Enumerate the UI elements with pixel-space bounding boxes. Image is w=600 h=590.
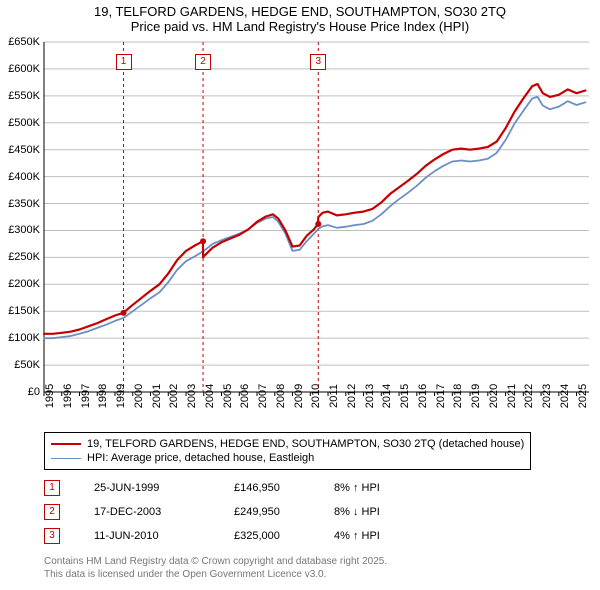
y-tick-label: £100K bbox=[8, 332, 40, 344]
x-tick-label: 2018 bbox=[452, 384, 464, 408]
x-tick-label: 1995 bbox=[44, 384, 56, 408]
x-tick-label: 2017 bbox=[435, 384, 447, 408]
x-tick-label: 1999 bbox=[115, 384, 127, 408]
event-price: £325,000 bbox=[234, 530, 334, 542]
x-tick-label: 1997 bbox=[80, 384, 92, 408]
event-price: £249,950 bbox=[234, 506, 334, 518]
x-tick-label: 2021 bbox=[506, 384, 518, 408]
x-tick-label: 2022 bbox=[523, 384, 535, 408]
y-tick-label: £600K bbox=[8, 63, 40, 75]
event-row: 1 25-JUN-1999£146,9508% ↑ HPI bbox=[44, 476, 454, 500]
y-tick-label: £50K bbox=[14, 359, 40, 371]
y-tick-label: £400K bbox=[8, 171, 40, 183]
x-tick-label: 2008 bbox=[275, 384, 287, 408]
x-tick-label: 2013 bbox=[364, 384, 376, 408]
x-tick-label: 2011 bbox=[328, 384, 340, 408]
event-number-box: 1 bbox=[44, 480, 60, 496]
x-tick-label: 2004 bbox=[204, 384, 216, 408]
x-tick-label: 2014 bbox=[381, 384, 393, 408]
chart-plot-area: £0£50K£100K£150K£200K£250K£300K£350K£400… bbox=[44, 42, 589, 392]
x-tick-label: 2010 bbox=[310, 384, 322, 408]
footer-line-1: Contains HM Land Registry data © Crown c… bbox=[44, 556, 387, 569]
x-tick-label: 2005 bbox=[222, 384, 234, 408]
x-tick-label: 2015 bbox=[399, 384, 411, 408]
x-tick-label: 2002 bbox=[168, 384, 180, 408]
x-tick-label: 2001 bbox=[151, 384, 163, 408]
event-marker-box: 3 bbox=[310, 54, 326, 70]
footer-line-2: This data is licensed under the Open Gov… bbox=[44, 569, 387, 582]
title-line-1: 19, TELFORD GARDENS, HEDGE END, SOUTHAMP… bbox=[0, 4, 600, 19]
event-marker-box: 2 bbox=[195, 54, 211, 70]
y-tick-label: £0 bbox=[28, 386, 40, 398]
y-tick-label: £300K bbox=[8, 224, 40, 236]
event-delta: 4% ↑ HPI bbox=[334, 530, 454, 542]
legend-label: HPI: Average price, detached house, East… bbox=[87, 452, 314, 464]
y-tick-label: £650K bbox=[8, 36, 40, 48]
x-tick-label: 2019 bbox=[470, 384, 482, 408]
legend-row: HPI: Average price, detached house, East… bbox=[51, 451, 524, 465]
x-tick-label: 1996 bbox=[62, 384, 74, 408]
y-tick-label: £350K bbox=[8, 198, 40, 210]
title-block: 19, TELFORD GARDENS, HEDGE END, SOUTHAMP… bbox=[0, 4, 600, 34]
x-tick-label: 2024 bbox=[559, 384, 571, 408]
legend-swatch bbox=[51, 458, 81, 459]
y-tick-label: £500K bbox=[8, 117, 40, 129]
x-tick-label: 2009 bbox=[293, 384, 305, 408]
event-price: £146,950 bbox=[234, 482, 334, 494]
x-tick-label: 2007 bbox=[257, 384, 269, 408]
x-tick-label: 2012 bbox=[346, 384, 358, 408]
x-tick-label: 2006 bbox=[239, 384, 251, 408]
y-tick-label: £550K bbox=[8, 90, 40, 102]
event-delta: 8% ↓ HPI bbox=[334, 506, 454, 518]
legend-label: 19, TELFORD GARDENS, HEDGE END, SOUTHAMP… bbox=[87, 438, 524, 450]
event-number-box: 3 bbox=[44, 528, 60, 544]
y-tick-label: £150K bbox=[8, 305, 40, 317]
title-line-2: Price paid vs. HM Land Registry's House … bbox=[0, 19, 600, 34]
legend-box: 19, TELFORD GARDENS, HEDGE END, SOUTHAMP… bbox=[44, 432, 531, 470]
x-tick-label: 2025 bbox=[577, 384, 589, 408]
x-tick-label: 2023 bbox=[541, 384, 553, 408]
chart-svg bbox=[44, 42, 589, 392]
x-tick-label: 2003 bbox=[186, 384, 198, 408]
event-number-box: 2 bbox=[44, 504, 60, 520]
event-row: 2 17-DEC-2003£249,9508% ↓ HPI bbox=[44, 500, 454, 524]
footer-attribution: Contains HM Land Registry data © Crown c… bbox=[44, 556, 387, 581]
event-date: 25-JUN-1999 bbox=[94, 482, 234, 494]
y-tick-label: £200K bbox=[8, 278, 40, 290]
y-tick-label: £250K bbox=[8, 251, 40, 263]
legend-swatch bbox=[51, 443, 81, 445]
events-table: 1 25-JUN-1999£146,9508% ↑ HPI 2 17-DEC-2003… bbox=[44, 476, 454, 548]
x-tick-label: 1998 bbox=[97, 384, 109, 408]
x-tick-label: 2020 bbox=[488, 384, 500, 408]
x-tick-label: 2000 bbox=[133, 384, 145, 408]
event-marker-box: 1 bbox=[116, 54, 132, 70]
event-delta: 8% ↑ HPI bbox=[334, 482, 454, 494]
x-tick-label: 2016 bbox=[417, 384, 429, 408]
event-date: 11-JUN-2010 bbox=[94, 530, 234, 542]
figure-root: 19, TELFORD GARDENS, HEDGE END, SOUTHAMP… bbox=[0, 0, 600, 590]
event-date: 17-DEC-2003 bbox=[94, 506, 234, 518]
legend-row: 19, TELFORD GARDENS, HEDGE END, SOUTHAMP… bbox=[51, 437, 524, 451]
y-tick-label: £450K bbox=[8, 144, 40, 156]
event-row: 3 11-JUN-2010£325,0004% ↑ HPI bbox=[44, 524, 454, 548]
